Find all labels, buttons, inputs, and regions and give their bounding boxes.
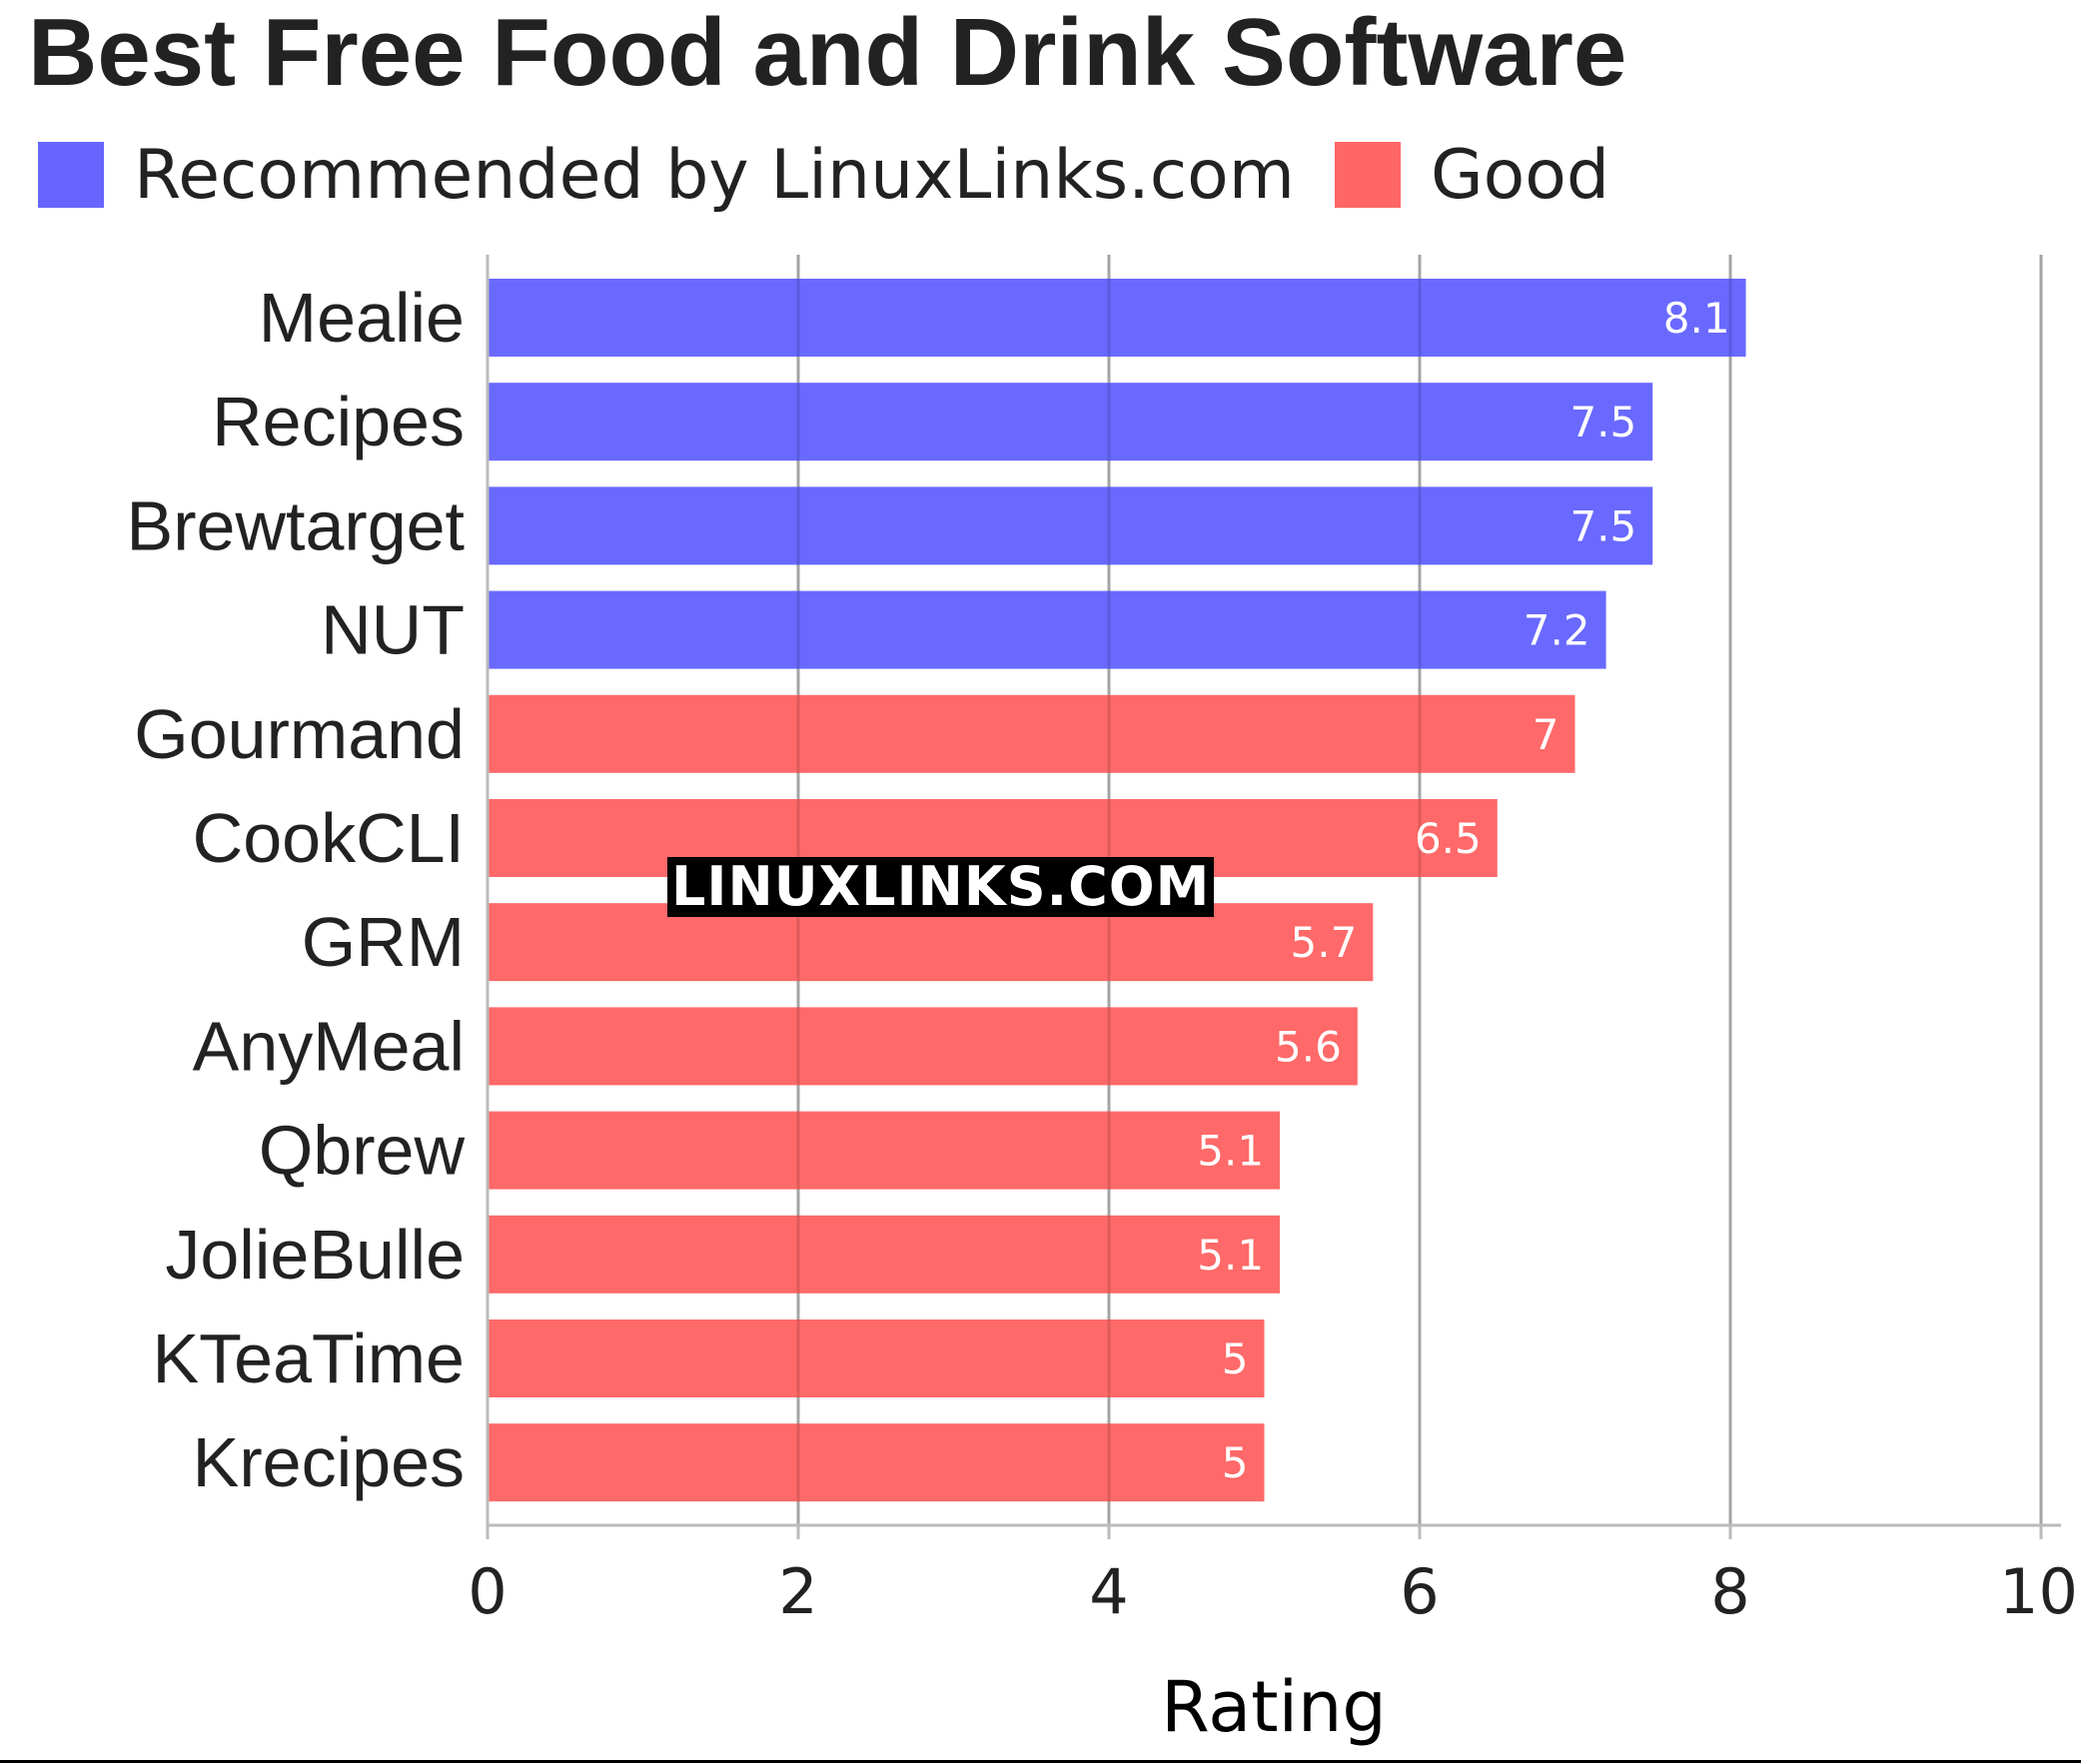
bar-kteatime <box>488 1320 1265 1397</box>
legend-swatch-good <box>1334 142 1401 208</box>
legend-item-recommended: Recommended by LinuxLinks.com <box>38 136 1295 215</box>
category-label: JolieBulle <box>165 1216 465 1294</box>
value-label: 5.6 <box>1275 1022 1342 1071</box>
category-label: CookCLI <box>193 799 465 877</box>
x-tick-label: 0 <box>468 1555 507 1628</box>
category-label: Mealie <box>259 279 465 357</box>
x-tick-label: 10 <box>1999 1555 2078 1628</box>
category-label: Recipes <box>212 383 465 460</box>
value-label: 7.5 <box>1569 398 1636 446</box>
legend-swatch-recommended <box>38 142 104 208</box>
category-label: NUT <box>321 591 465 669</box>
chart-title: Best Free Food and Drink Software <box>28 0 1627 106</box>
value-label: 5 <box>1222 1438 1249 1487</box>
bar-qbrew <box>488 1111 1281 1190</box>
x-tick-label: 4 <box>1089 1555 1128 1628</box>
labels: Mealie Recipes Brewtarget NUT Gourmand CookCL… <box>127 279 2078 1748</box>
bar-gourmand <box>488 694 1575 773</box>
legend-label-recommended: Recommended by LinuxLinks.com <box>134 135 1295 215</box>
axes <box>486 255 2061 1539</box>
bar-mealie <box>488 279 1746 357</box>
category-label: Brewtarget <box>127 486 465 564</box>
x-axis-title: Rating <box>1161 1666 1387 1748</box>
x-tick-label: 2 <box>778 1555 817 1628</box>
bottom-rule <box>0 1760 2081 1763</box>
bar-joliebulle <box>488 1215 1281 1294</box>
category-label: Gourmand <box>134 695 465 773</box>
category-label: KTeaTime <box>152 1320 465 1397</box>
x-tick-label: 6 <box>1400 1555 1439 1628</box>
bar-krecipes <box>488 1423 1265 1502</box>
category-label: Qbrew <box>259 1112 466 1190</box>
value-label: 5.7 <box>1291 918 1358 967</box>
value-label: 6.5 <box>1415 814 1482 863</box>
value-label: 5.1 <box>1197 1231 1264 1280</box>
watermark-logo: LINUXLINKS.COM <box>667 857 1215 917</box>
bar-recipes <box>488 383 1653 461</box>
bars <box>488 255 2043 1525</box>
bar-brewtarget <box>488 486 1653 565</box>
category-label: Krecipes <box>193 1423 465 1501</box>
value-label: 8.1 <box>1663 294 1730 343</box>
category-label: AnyMeal <box>193 1007 465 1085</box>
legend: Recommended by LinuxLinks.com Good <box>38 135 1649 215</box>
value-label: 7 <box>1533 710 1560 759</box>
category-label: GRM <box>302 903 465 981</box>
legend-label-good: Good <box>1430 135 1610 215</box>
legend-item-good: Good <box>1334 135 1610 215</box>
value-label: 5 <box>1222 1334 1249 1383</box>
value-label: 7.5 <box>1569 501 1636 550</box>
bar-anymeal <box>488 1007 1358 1086</box>
bar-nut <box>488 590 1606 669</box>
value-label: 5.1 <box>1197 1127 1264 1176</box>
value-label: 7.2 <box>1524 606 1590 655</box>
x-tick-label: 8 <box>1710 1555 1749 1628</box>
